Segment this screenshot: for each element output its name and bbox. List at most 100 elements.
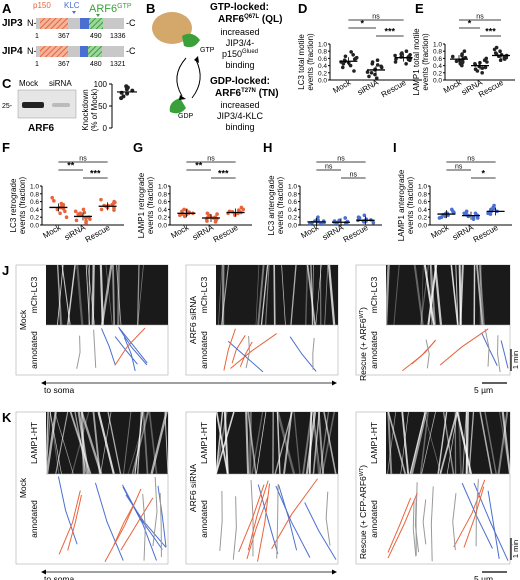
gtp-desc-1: increased (220, 27, 259, 37)
jip3-p150-region (40, 18, 68, 29)
annotation-trace (101, 328, 116, 365)
data-point (354, 55, 359, 60)
significance-label: ** (67, 161, 75, 171)
y-axis-label: LC3 anterograde (267, 175, 276, 236)
kymo-streak (455, 264, 459, 326)
gdp-tag: GDP (178, 113, 194, 120)
data-point (371, 220, 376, 225)
annotation-trace (122, 486, 157, 561)
gtp-desc-4: binding (225, 60, 254, 70)
data-point (367, 74, 371, 79)
kymo-streak (311, 264, 314, 326)
significance-label: *** (485, 27, 496, 37)
annotation-trace (118, 328, 148, 366)
kymo-streak (387, 411, 407, 475)
kymo-streak (215, 411, 235, 475)
c-ylabel-2: (% of Mock) (90, 88, 99, 131)
annotation-trace (104, 488, 142, 562)
panel-letter-k: K (2, 410, 12, 425)
data-point (215, 212, 219, 216)
y-axis-label: events (fraction) (406, 176, 415, 234)
jip3-num-2: 367 (58, 33, 70, 40)
data-point (213, 220, 218, 224)
x-tick-label: Rescue (342, 223, 370, 245)
kymo-streak (421, 264, 424, 326)
panel-c: C Mock siRNA 25- ARF6 Knockdown (% of Mo… (2, 76, 137, 134)
kymograph-image (386, 265, 510, 325)
condition-label: Mock (18, 477, 28, 498)
annotation-trace (238, 484, 265, 553)
y-tick-label: 0.6 (433, 56, 442, 63)
time-scale-label: 1 min (511, 540, 520, 558)
annotation-trace (247, 480, 269, 551)
x-tick-label: Rescue (472, 223, 500, 245)
blot-band-sirna (52, 103, 70, 107)
kymo-streak (61, 264, 71, 326)
data-point (475, 69, 480, 73)
gtp-tag: GTP (200, 47, 215, 54)
data-point (352, 69, 356, 73)
annotated-label: annotated (369, 331, 379, 369)
data-point (343, 216, 348, 220)
significance-label: ns (455, 164, 463, 171)
kymo-streak (249, 411, 252, 475)
kymo-streak (273, 264, 276, 326)
kymo-streak (87, 264, 95, 326)
data-point (205, 219, 209, 223)
kymo-streak (312, 411, 321, 475)
data-point (63, 209, 67, 214)
c-ylabel-1: Knockdown (81, 89, 90, 130)
annotation-trace (484, 328, 490, 367)
kymograph-panel: Mock LAMP1-HT annotated (15, 411, 169, 565)
jip4-num-3: 480 (90, 61, 102, 68)
annotation-trace (487, 490, 500, 559)
significance-label: ns (467, 156, 475, 163)
data-point (82, 210, 87, 215)
annotation-trace (481, 333, 498, 366)
y-axis-label: events (fraction) (18, 176, 27, 234)
kymo-streak (112, 264, 116, 326)
space-scale-label: 5 µm (474, 574, 493, 580)
y-tick-label: 0.6 (30, 199, 39, 206)
kymo-streak (91, 264, 95, 326)
legend-arf6: ARF6GTP (89, 3, 132, 15)
jip4-cterm: -C (126, 46, 136, 56)
annotation-trace (275, 485, 311, 558)
kymo-streak (76, 264, 84, 326)
data-point (374, 76, 379, 80)
data-point (112, 206, 116, 210)
kymo-streak (251, 411, 264, 475)
panel-a: A p150 KLC ARF6GTP JIP3 N- -C 1 367 490 … (2, 1, 136, 68)
y-axis-label: LAMP1 total motile (412, 28, 421, 96)
x-tick-label: Rescue (84, 223, 112, 245)
data-point (73, 209, 78, 214)
data-point (74, 218, 79, 223)
data-point (498, 58, 503, 62)
data-point (180, 209, 184, 214)
panel-letter-h: H (263, 140, 272, 155)
kymo-streak (80, 411, 86, 475)
data-point (393, 53, 397, 58)
marker-label: mCh-LC3 (29, 277, 39, 314)
kymo-streak (116, 264, 122, 326)
data-point (76, 212, 81, 216)
data-point (460, 60, 465, 65)
data-point (462, 211, 467, 216)
y-tick-label: 0.6 (418, 199, 427, 206)
space-scale-label: 5 µm (474, 385, 493, 395)
kymo-streak (327, 264, 336, 326)
y-tick-label: 1.0 (318, 42, 327, 49)
y-tick-label: 0.0 (158, 223, 167, 230)
klc-arrow-icon (72, 11, 76, 14)
kymo-streak (55, 411, 69, 475)
kymo-streak (308, 411, 313, 475)
y-tick-label: 0.2 (433, 70, 442, 77)
data-point (241, 207, 246, 212)
kymo-streak (274, 411, 293, 475)
annotated-label: annotated (199, 331, 209, 369)
c-data-point (124, 84, 129, 89)
y-axis-label: events (fraction) (276, 176, 285, 234)
